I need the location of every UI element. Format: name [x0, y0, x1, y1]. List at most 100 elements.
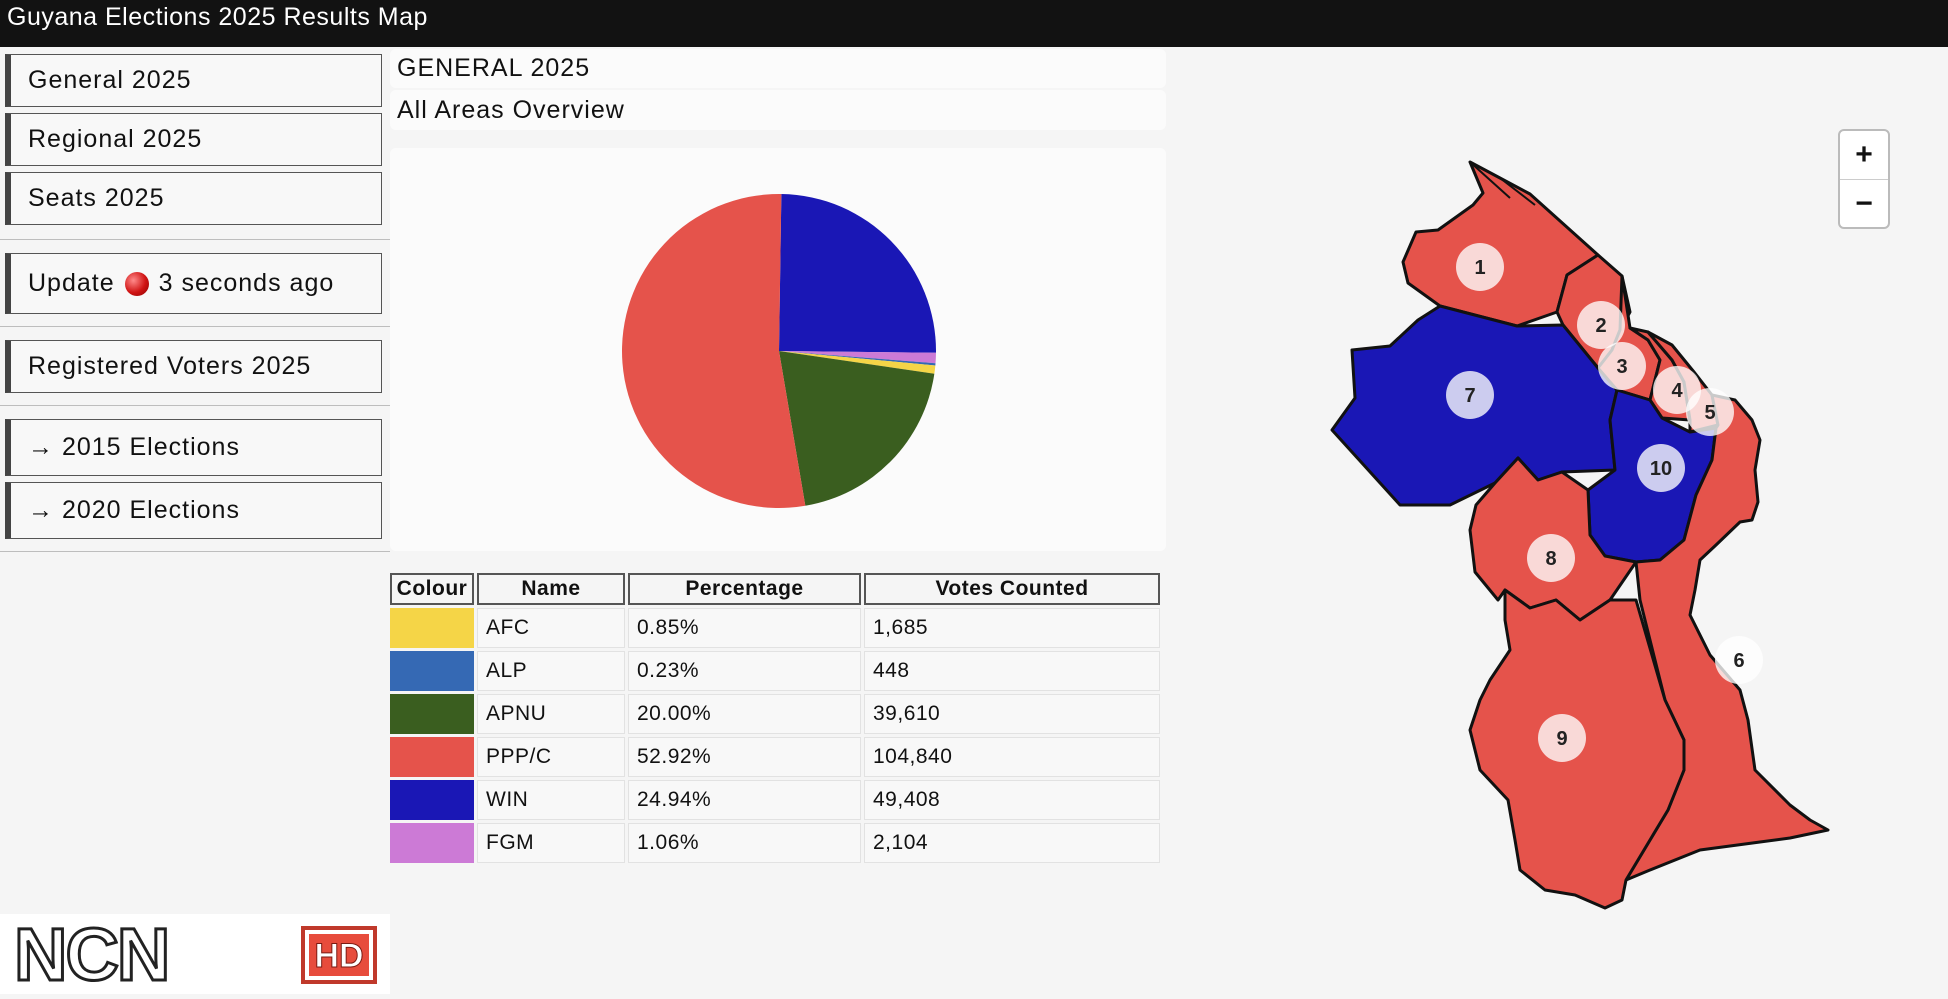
- party-colour-swatch: [390, 823, 474, 863]
- region-number-label: 1: [1474, 257, 1485, 279]
- colour-cell: [390, 608, 474, 648]
- zoom-control: + −: [1838, 129, 1890, 229]
- link-2020-elections[interactable]: → 2020 Elections: [5, 482, 382, 539]
- table-header-row: Colour Name Percentage Votes Counted: [390, 573, 1160, 605]
- nav-label: → 2020 Elections: [28, 496, 240, 524]
- party-colour-swatch: [390, 694, 474, 734]
- party-percentage: 24.94%: [628, 780, 861, 820]
- region-marker[interactable]: [1577, 301, 1625, 349]
- party-percentage: 1.06%: [628, 823, 861, 863]
- link-2015-elections[interactable]: → 2015 Elections: [5, 419, 382, 476]
- update-status: 3 seconds ago: [158, 269, 335, 297]
- registered-voters-button[interactable]: Registered Voters 2025: [5, 340, 382, 393]
- chart-card: [390, 148, 1166, 551]
- update-label: Update: [28, 269, 115, 297]
- live-indicator-icon: [124, 271, 149, 296]
- pie-slice-apnu[interactable]: [779, 351, 935, 506]
- region-number-label: 3: [1616, 356, 1627, 378]
- party-colour-swatch: [390, 780, 474, 820]
- party-name: FGM: [477, 823, 625, 863]
- region-marker[interactable]: [1598, 342, 1646, 390]
- party-votes: 49,408: [864, 780, 1160, 820]
- colour-cell: [390, 651, 474, 691]
- sidebar: General 2025 Regional 2025 Seats 2025 Up…: [0, 47, 390, 994]
- party-percentage: 20.00%: [628, 694, 861, 734]
- pie-slice-alp[interactable]: [779, 351, 936, 366]
- colour-cell: [390, 694, 474, 734]
- divider: [0, 326, 390, 327]
- colour-cell: [390, 737, 474, 777]
- colour-cell: [390, 780, 474, 820]
- column-header-votes: Votes Counted: [864, 573, 1160, 605]
- region-marker[interactable]: [1538, 714, 1586, 762]
- divider: [0, 405, 390, 406]
- divider: [0, 551, 390, 552]
- table-row: AFC 0.85% 1,685: [390, 608, 1160, 648]
- party-colour-swatch: [390, 651, 474, 691]
- region-number-label: 4: [1671, 380, 1683, 402]
- update-button[interactable]: Update 3 seconds ago: [5, 253, 382, 314]
- table-row: ALP 0.23% 448: [390, 651, 1160, 691]
- app-title: Guyana Elections 2025 Results Map: [0, 0, 1948, 47]
- party-name: WIN: [477, 780, 625, 820]
- pie-slice-pppc[interactable]: [622, 194, 806, 508]
- column-header-percentage: Percentage: [628, 573, 861, 605]
- region-number-label: 8: [1545, 548, 1556, 570]
- nav-label: Regional 2025: [28, 125, 203, 153]
- results-map[interactable]: 1 2 3 4 5 6 7 8 9 10 + −: [1170, 47, 1948, 994]
- nav-seats-2025[interactable]: Seats 2025: [5, 172, 382, 225]
- party-name: AFC: [477, 608, 625, 648]
- party-votes: 104,840: [864, 737, 1160, 777]
- zoom-in-button[interactable]: +: [1855, 138, 1873, 171]
- table-row: FGM 1.06% 2,104: [390, 823, 1160, 863]
- region-marker[interactable]: [1456, 243, 1504, 291]
- party-percentage: 52.92%: [628, 737, 861, 777]
- region-marker[interactable]: [1637, 444, 1685, 492]
- ncn-hd-logo: NCN HD: [0, 912, 390, 998]
- column-header-name: Name: [477, 573, 625, 605]
- nav-general-2025[interactable]: General 2025: [5, 54, 382, 107]
- page-title: GENERAL 2025: [390, 49, 1166, 88]
- party-percentage: 0.23%: [628, 651, 861, 691]
- table-row: WIN 24.94% 49,408: [390, 780, 1160, 820]
- party-votes: 2,104: [864, 823, 1160, 863]
- region-marker[interactable]: [1527, 534, 1575, 582]
- party-votes: 448: [864, 651, 1160, 691]
- nav-label: → 2015 Elections: [28, 433, 240, 461]
- party-name: APNU: [477, 694, 625, 734]
- party-name: ALP: [477, 651, 625, 691]
- pie-slice-win[interactable]: [779, 194, 936, 353]
- party-name: PPP/C: [477, 737, 625, 777]
- nav-regional-2025[interactable]: Regional 2025: [5, 113, 382, 166]
- pie-slice-afc[interactable]: [779, 351, 936, 374]
- results-pie-chart: [622, 194, 936, 508]
- party-percentage: 0.85%: [628, 608, 861, 648]
- divider: [0, 239, 390, 240]
- table-row: PPP/C 52.92% 104,840: [390, 737, 1160, 777]
- region-number-label: 5: [1704, 402, 1715, 424]
- region-number-label: 2: [1595, 315, 1606, 337]
- nav-label: General 2025: [28, 66, 192, 94]
- pie-slice-fgm[interactable]: [779, 351, 936, 364]
- region-marker[interactable]: [1446, 371, 1494, 419]
- party-colour-swatch: [390, 737, 474, 777]
- region-number-label: 10: [1650, 458, 1672, 480]
- nav-label: Registered Voters 2025: [28, 352, 312, 380]
- party-votes: 39,610: [864, 694, 1160, 734]
- nav-label: Seats 2025: [28, 184, 165, 212]
- party-votes: 1,685: [864, 608, 1160, 648]
- column-header-colour: Colour: [390, 573, 474, 605]
- region-marker[interactable]: [1686, 388, 1734, 436]
- region-number-label: 9: [1556, 728, 1567, 750]
- colour-cell: [390, 823, 474, 863]
- zoom-out-button[interactable]: −: [1840, 179, 1888, 228]
- logo-text: NCN: [14, 914, 168, 994]
- page-subtitle: All Areas Overview: [390, 90, 1166, 130]
- map-region-6[interactable]: [1624, 393, 1830, 882]
- table-row: APNU 20.00% 39,610: [390, 694, 1160, 734]
- region-marker[interactable]: [1715, 636, 1763, 684]
- party-colour-swatch: [390, 608, 474, 648]
- region-number-label: 7: [1464, 385, 1475, 407]
- logo-badge: HD: [314, 937, 363, 975]
